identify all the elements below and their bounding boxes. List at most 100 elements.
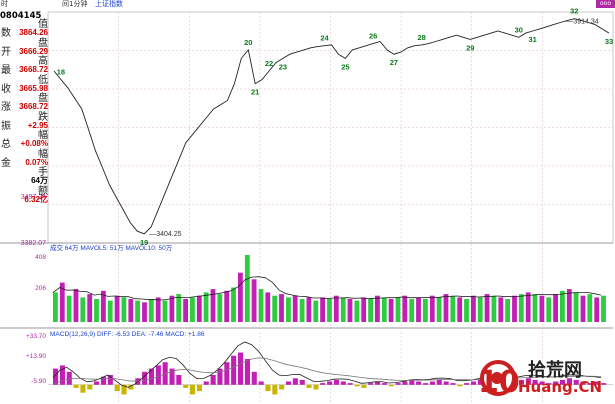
macd-bar (231, 355, 237, 385)
volume-bar (292, 295, 298, 322)
stock-code: 0804145 (0, 11, 42, 21)
macd-bar (176, 375, 182, 385)
macd-bar (560, 379, 566, 385)
wave-label-21: 21 (251, 88, 259, 97)
macd-bar (73, 384, 79, 388)
volume-bar (244, 255, 250, 322)
macd-bar (573, 379, 579, 385)
volume-bar (340, 297, 346, 322)
sidebar-row-label: 金 (1, 157, 11, 169)
sidebar-item-value: 3864.26 (19, 28, 48, 37)
wave-label-24: 24 (320, 34, 329, 43)
macd-bar (333, 379, 339, 385)
macd-bar (128, 384, 134, 390)
price-axis-lower-label: 3497.24 (21, 194, 46, 201)
sidebar-item-label: 低 (38, 74, 48, 86)
wave-label-29: 29 (466, 43, 474, 52)
macd-bar (539, 381, 545, 385)
volume-panel-header: 成交 64万 MAVOL5: 51万 MAVOL10: 50万 (50, 243, 173, 252)
macd-bar (251, 371, 257, 385)
sidebar-item-value: +0.08% (20, 139, 48, 148)
sidebar-row-label: 数 (1, 28, 11, 39)
macd-bar (94, 381, 100, 385)
volume-bar (80, 297, 86, 322)
volume-bar (423, 299, 428, 322)
volume-bar (183, 299, 188, 322)
volume-bar (539, 295, 545, 322)
volume-bar (196, 295, 202, 322)
wave-label-31: 31 (529, 35, 537, 44)
macd-bar (361, 384, 367, 388)
macd-bar (347, 383, 353, 385)
volume-ytick-top: 408 (35, 254, 46, 261)
macd-bar (313, 384, 319, 390)
macd-bar (121, 384, 127, 395)
corner-tag[interactable]: ooo (596, 0, 615, 8)
volume-bar (560, 290, 565, 322)
macd-bar (457, 384, 463, 387)
macd-bar (546, 383, 552, 385)
volume-bar (477, 297, 483, 322)
volume-bar (279, 294, 284, 322)
macd-bar (203, 381, 209, 385)
logo-en-text: Huang.CN (518, 378, 603, 396)
macd-bar (320, 383, 326, 385)
macd-bar (594, 381, 600, 385)
sidebar-item-label: 跌 (38, 111, 48, 123)
volume-bar (443, 294, 449, 322)
macd-bar (210, 375, 216, 385)
volume-bar (546, 297, 552, 322)
volume-bar (518, 294, 524, 322)
macd-bar (87, 384, 93, 390)
volume-bar (436, 297, 442, 322)
logo-dot (491, 372, 503, 384)
macd-bar (429, 381, 435, 385)
volume-bar (114, 295, 120, 322)
volume-bar (375, 295, 380, 322)
volume-bar (66, 295, 72, 322)
sidebar-item-value: 3668.72 (19, 102, 48, 111)
volume-bar (498, 297, 504, 322)
macd-ytick-top: +33.70 (26, 333, 46, 340)
sidebar-row-label: 振 (1, 120, 11, 132)
volume-bar (306, 297, 312, 322)
macd-bar (395, 383, 401, 385)
macd-bar (114, 384, 120, 392)
chart-tab[interactable]: 间1分钟 (62, 0, 88, 8)
macd-bar (306, 384, 312, 388)
volume-bar (203, 292, 209, 322)
index-tab[interactable]: 上证指数 (95, 0, 123, 8)
macd-bar (553, 381, 559, 385)
macd-bar (580, 381, 586, 385)
macd-bar (299, 379, 305, 385)
sidebar-item-value: 3665.98 (19, 83, 48, 93)
volume-bar (258, 289, 264, 322)
macd-bar (450, 383, 456, 385)
volume-bar (313, 300, 319, 322)
volume-bar (73, 289, 79, 322)
high-price-annotation: —3914.34 (566, 19, 598, 26)
sidebar-item-value: 64万 (31, 176, 48, 185)
macd-bar (272, 384, 278, 395)
wave-label-18: 18 (57, 67, 65, 76)
volume-bar (299, 299, 305, 322)
sidebar-row-label: 涨 (1, 102, 11, 113)
macd-ytick-low: -5.90 (31, 378, 46, 385)
sidebar-item-label: 手 (38, 167, 48, 178)
volume-bar (388, 299, 394, 322)
volume-bar (94, 299, 99, 322)
macd-bar (196, 384, 202, 392)
volume-bar (361, 297, 367, 322)
volume-bar (505, 299, 510, 322)
volume-bar (210, 289, 216, 322)
wave-label-20: 20 (244, 38, 252, 47)
volume-bar (566, 289, 572, 322)
macd-bar (340, 381, 346, 385)
volume-bar (162, 300, 168, 322)
volume-bar (107, 300, 113, 322)
volume-bar (368, 299, 373, 322)
volume-bar (429, 295, 435, 322)
sidebar-item-value: 3666.29 (19, 46, 48, 56)
